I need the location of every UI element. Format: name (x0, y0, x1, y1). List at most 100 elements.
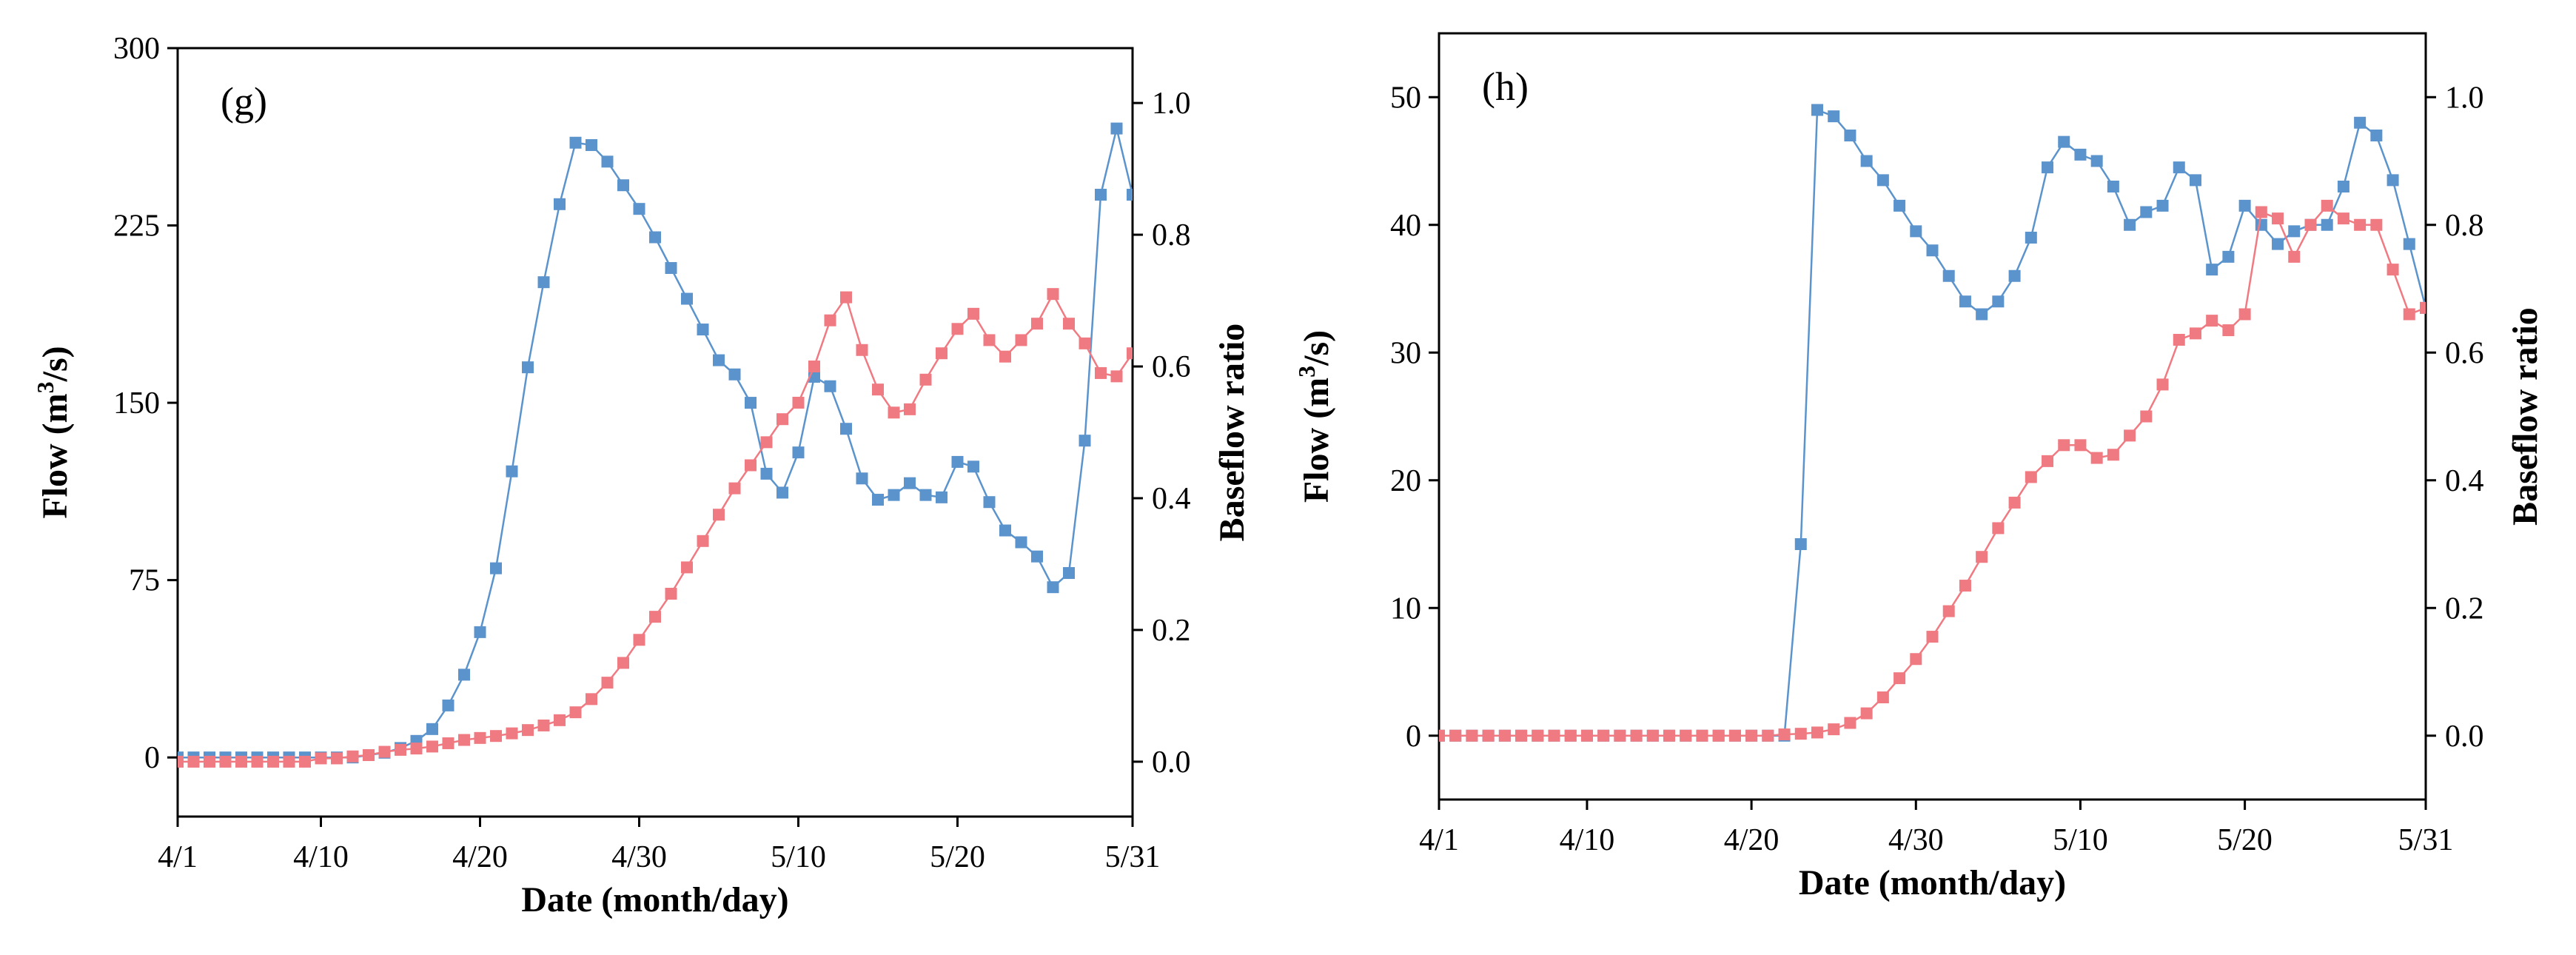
data-point (2074, 148, 2087, 161)
data-point (2255, 218, 2267, 231)
data-point (219, 755, 232, 768)
data-point (458, 668, 470, 681)
data-point (1778, 728, 1791, 741)
data-point (777, 413, 788, 426)
y-axis-title-main: Flow (m (36, 393, 75, 518)
data-point (2206, 315, 2218, 327)
data-point (2354, 116, 2367, 129)
x-tick-label: 5/20 (930, 840, 985, 874)
y2-tick-label: 0.6 (2445, 336, 2484, 370)
series-line (178, 292, 1133, 763)
data-point (601, 677, 614, 689)
data-point (1630, 729, 1643, 742)
y2-tick-label: 0.8 (2445, 209, 2484, 243)
series-line (178, 128, 1133, 759)
x-tick-label: 5/10 (771, 840, 826, 874)
data-point (936, 347, 947, 360)
data-point (1127, 347, 1133, 360)
data-point (506, 727, 518, 740)
data-point (1580, 729, 1593, 742)
data-point (2238, 199, 2251, 212)
data-point (506, 465, 518, 478)
data-point (1095, 366, 1107, 379)
data-point (697, 324, 709, 336)
data-point (1466, 729, 1478, 742)
y2-tick-label: 1.0 (1152, 87, 1191, 121)
data-point (2436, 270, 2448, 282)
data-point (1910, 225, 1922, 238)
data-point (2156, 378, 2169, 391)
data-point (1811, 104, 1823, 116)
data-point (1959, 580, 1971, 592)
data-point (235, 755, 247, 768)
data-point (904, 477, 916, 489)
data-point (951, 323, 964, 335)
y-tick-label: 50 (1390, 81, 1421, 115)
data-point (537, 719, 550, 731)
x-tick-label: 5/10 (2053, 823, 2108, 857)
data-point (1047, 581, 1059, 594)
y-tick-label: 30 (1390, 336, 1421, 370)
data-point (2156, 199, 2169, 212)
y2-tick-label: 0.0 (1152, 745, 1191, 780)
data-point (2008, 269, 2021, 282)
y-tick-label: 150 (113, 386, 160, 420)
data-point (2469, 136, 2481, 148)
data-point (1844, 717, 1856, 729)
data-point (1894, 672, 1906, 685)
data-point (1828, 110, 1840, 123)
data-point (1482, 729, 1495, 742)
x-tick-label: 4/10 (1560, 823, 1615, 857)
series-baseflow-ratio (1439, 136, 2481, 742)
chart-panel-g: 4/1 4/10 4/20 4/30 5/10 5/20 5/31 0 75 150 225 300 0… (32, 32, 1252, 919)
y-axis-title-sup: 3 (1293, 366, 1320, 378)
data-point (569, 706, 582, 719)
data-point (792, 396, 805, 409)
y-axis-title-tail: /s) (1297, 330, 1336, 366)
data-point (2288, 250, 2301, 263)
y2-tick-label: 0.6 (1152, 350, 1191, 384)
data-point (2042, 161, 2054, 174)
y2-tick-label: 0.8 (1152, 218, 1191, 252)
data-point (1942, 605, 1955, 617)
data-point (378, 745, 391, 758)
data-point (2189, 327, 2201, 340)
data-point (1794, 538, 1807, 550)
data-point (840, 423, 852, 435)
data-point (1095, 189, 1107, 201)
data-point (490, 562, 502, 574)
data-point (633, 203, 645, 215)
x-tick-label: 4/30 (611, 840, 667, 874)
data-point (586, 138, 597, 151)
data-point (2189, 174, 2201, 187)
y-tick-label: 225 (113, 210, 160, 244)
data-point (395, 743, 406, 756)
x-tick-label: 4/10 (293, 840, 349, 874)
data-point (872, 494, 884, 506)
plot-frame (176, 47, 1134, 818)
data-point (1063, 567, 1075, 580)
data-point (919, 489, 932, 501)
y2-tick-label: 1.0 (2445, 81, 2484, 115)
data-point (1449, 729, 1462, 742)
data-point (1498, 729, 1511, 742)
data-point (522, 361, 534, 374)
data-point (983, 334, 996, 346)
y-axis-title-main: Flow (m (1297, 378, 1336, 503)
plot-frame (1438, 32, 2427, 801)
data-point (2008, 496, 2021, 509)
data-point (1063, 318, 1075, 330)
data-point (633, 634, 645, 646)
data-point (178, 755, 184, 768)
data-point (1110, 370, 1123, 383)
data-point (1976, 551, 1988, 563)
y2-tick-label: 0.2 (2445, 592, 2484, 626)
data-point (315, 752, 327, 765)
data-point (283, 755, 295, 768)
data-point (824, 380, 836, 392)
data-point (1876, 691, 1889, 703)
data-point (1794, 728, 1807, 740)
chart-panel-h: 4/1 4/10 4/20 4/30 5/10 5/20 5/31 0 10 20 30 40 50 0.… (1293, 32, 2545, 902)
data-point (1680, 729, 1692, 742)
data-point (490, 730, 502, 743)
